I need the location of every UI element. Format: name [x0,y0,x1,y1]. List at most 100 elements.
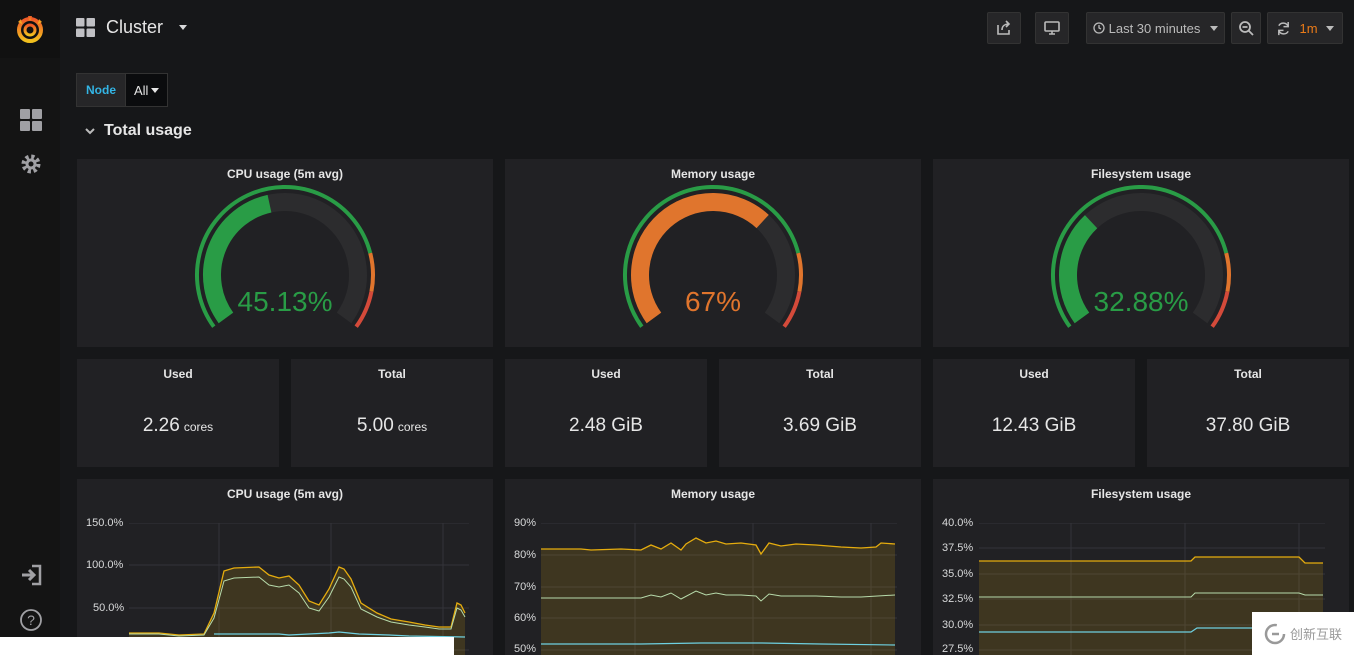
panel-title: Used [163,367,193,381]
time-range-label: Last 30 minutes [1108,20,1201,36]
dashboard-title[interactable]: Cluster [106,17,164,37]
top-bar: Cluster Last 30 minutes 1m [60,0,1354,58]
gauge-panel-cpu[interactable]: CPU usage (5m avg) 45.13% [77,159,493,347]
stat-value: 3.69 GiB [783,415,857,436]
grafana-logo[interactable] [0,0,60,58]
gauge-value: 67% [685,286,741,317]
share-button[interactable] [987,12,1021,44]
stat-panel-fs-total[interactable]: Total 37.80 GiB [1147,359,1349,467]
y-tick: 70% [514,581,537,593]
svg-text:?: ? [27,612,35,628]
dashboard-picker[interactable]: Cluster [76,17,188,38]
stat-number: 5.00 [356,415,394,436]
stat-value: 37.80 GiB [1205,415,1291,436]
gauge-threshold-band [1210,291,1230,328]
variable-label-node: Node [76,73,126,107]
panel-title: Memory usage [670,487,756,501]
chevron-down-icon [1210,25,1219,31]
gauge-threshold-band [368,252,375,292]
refresh-button[interactable]: 1m [1267,12,1343,44]
dashboard-grid-icon [76,17,95,37]
gauge-fill [1059,215,1098,324]
row-header-total-usage[interactable]: Total usage [84,122,192,140]
monitor-icon [1044,21,1060,35]
panel-title: Total [806,367,834,381]
panel-title: CPU usage (5m avg) [226,487,344,501]
gauge-fill [203,194,272,324]
gauge-value: 45.13% [238,286,333,317]
help-icon[interactable]: ? [18,607,44,633]
grafana-icon [17,16,43,43]
variable-value: All [134,82,149,98]
y-tick: 40.0% [942,517,974,529]
watermark-text: 创新互联 [1289,627,1342,642]
row-title: Total usage [104,122,192,139]
gauge-cpu: 45.13% [195,185,375,328]
y-tick: 27.5% [942,643,974,655]
stat-panel-memory-used[interactable]: Used 2.48 GiB [505,359,707,467]
refresh-interval[interactable]: 1m [1299,20,1318,36]
sidebar: ? [0,0,60,655]
graph-panel-cpu[interactable]: CPU usage (5m avg) 150.0% 100.0% 50.0% [77,479,493,655]
y-tick: 32.5% [942,593,974,605]
gauge-threshold-band [354,291,374,328]
watermark: 创新互联 [1252,612,1354,655]
gauge-threshold-band [1224,252,1231,292]
gauge-memory: 67% [623,185,803,328]
chevron-down-icon [85,128,95,135]
tv-mode-button[interactable] [1035,12,1069,44]
panel-title: Memory usage [670,167,756,181]
y-tick: 50.0% [93,602,125,614]
chevron-down-icon [179,25,188,30]
bottom-overlay [0,637,454,655]
gauge-threshold-band [1051,185,1229,328]
sign-in-icon[interactable] [18,562,44,588]
panel-title: Total [378,367,406,381]
variable-select-node[interactable]: All [126,73,169,107]
gauge-threshold-band [195,185,373,328]
dashboards-icon[interactable] [18,107,44,133]
zoom-out-button[interactable] [1231,12,1261,44]
stat-number: 2.26 [142,415,180,436]
y-tick: 37.5% [942,542,974,554]
graph-plot-cpu [129,523,469,655]
stat-panel-cpu-total[interactable]: Total 5.00 cores [291,359,493,467]
panel-title: Total [1234,367,1262,381]
stat-panel-memory-total[interactable]: Total 3.69 GiB [719,359,921,467]
stat-value: 2.48 GiB [569,415,643,436]
y-tick: 80% [514,549,537,561]
zoom-out-icon [1239,21,1254,36]
panel-title: Filesystem usage [1090,167,1192,181]
chevron-down-icon [151,87,160,93]
stat-panel-cpu-used[interactable]: Used 2.26 cores [77,359,279,467]
gauge-filesystem: 32.88% [1051,185,1231,328]
template-variables: Node All [76,73,169,107]
panel-title: CPU usage (5m avg) [226,167,344,181]
panel-title: Used [1019,367,1049,381]
gear-icon[interactable] [18,151,44,177]
watermark-logo-icon [1264,623,1286,644]
chevron-down-icon [1325,25,1334,31]
stat-unit: cores [183,420,214,434]
graph-plot-memory [541,523,897,655]
y-tick: 60% [514,612,537,624]
refresh-icon [1278,21,1290,35]
y-tick: 50% [514,643,537,655]
time-picker-button[interactable]: Last 30 minutes [1086,12,1225,44]
gauge-value: 32.88% [1094,286,1189,317]
y-tick: 90% [514,517,537,529]
panel-title: Used [591,367,621,381]
y-tick: 150.0% [86,517,124,529]
stat-value: 12.43 GiB [991,415,1077,436]
gauge-threshold-band [782,291,802,328]
gauge-panel-memory[interactable]: Memory usage 67% [505,159,921,347]
stat-value: 5.00 cores [291,415,493,437]
share-icon [997,20,1011,35]
graph-panel-memory[interactable]: Memory usage 90% 80% 70% 60% 50% [505,479,921,655]
stat-panel-fs-used[interactable]: Used 12.43 GiB [933,359,1135,467]
stat-unit: cores [397,420,428,434]
stat-value: 2.26 cores [77,415,279,437]
y-tick: 100.0% [86,559,124,571]
graph-plot-filesystem [979,523,1325,655]
gauge-panel-filesystem[interactable]: Filesystem usage 32.88% [933,159,1349,347]
